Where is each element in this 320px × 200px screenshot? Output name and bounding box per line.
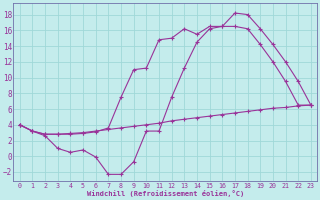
X-axis label: Windchill (Refroidissement éolien,°C): Windchill (Refroidissement éolien,°C)	[87, 190, 244, 197]
